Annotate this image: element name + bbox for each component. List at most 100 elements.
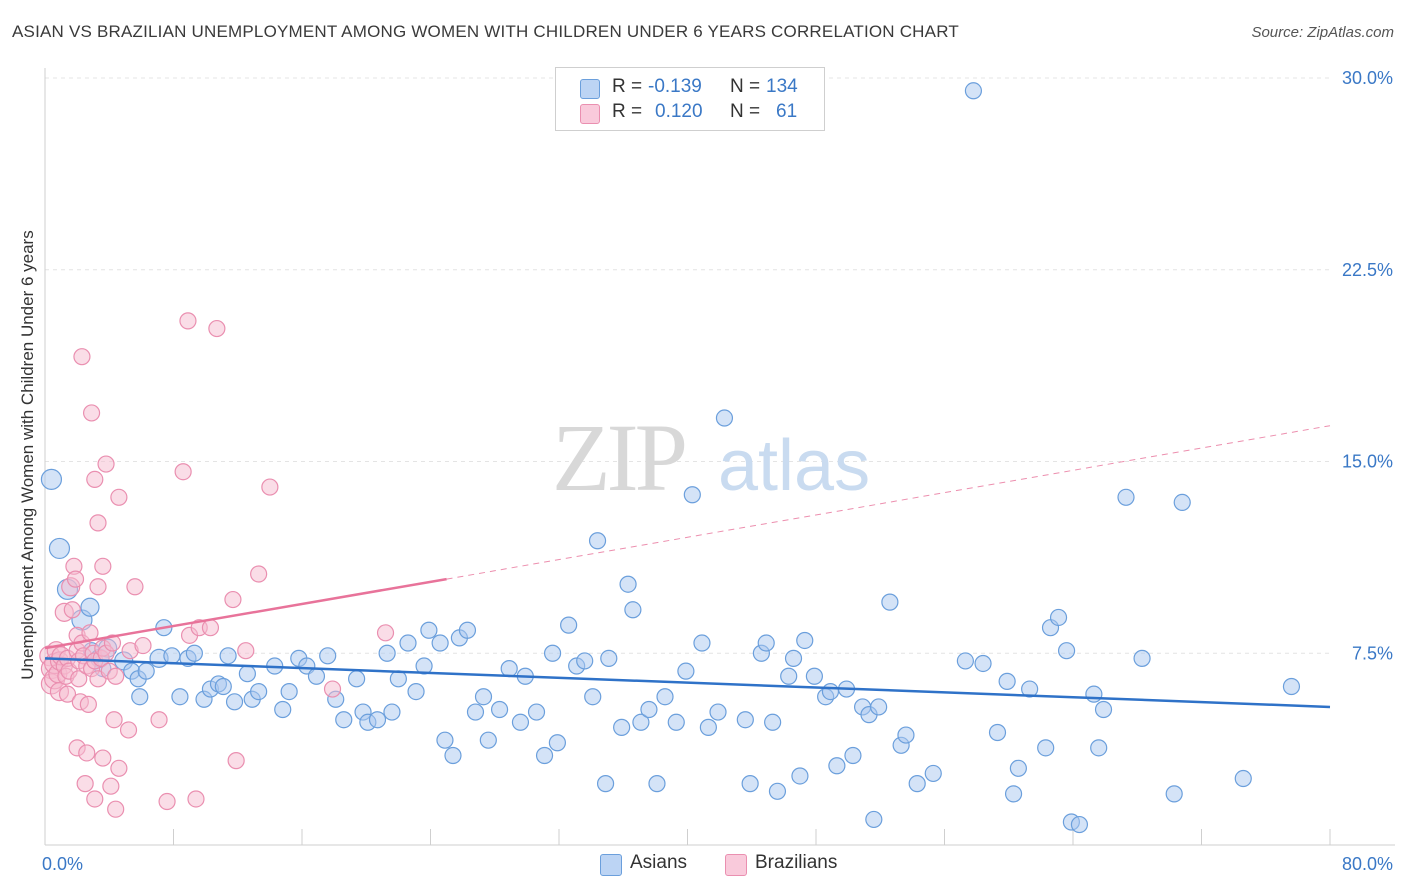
asian-point (307, 667, 326, 685)
brazilians-r-value: 0.120 (655, 101, 703, 122)
asian-point (1021, 680, 1039, 698)
brazilian-point (174, 463, 192, 481)
brazilian-points (39, 312, 395, 818)
asian-point (805, 667, 823, 685)
asian-point (677, 662, 695, 680)
asian-point (596, 775, 615, 793)
y-tick-label: 15.0% (1342, 452, 1393, 472)
asian-point (171, 688, 189, 706)
brazilian-point (261, 478, 279, 496)
asian-point (796, 631, 814, 650)
asian-point (784, 649, 803, 667)
asian-point (974, 654, 992, 673)
brazilian-point (224, 590, 242, 609)
asian-point (988, 723, 1007, 742)
brazilian-point (201, 619, 220, 637)
brazilians-r-key: R = (612, 101, 643, 122)
brazilian-point (58, 685, 77, 703)
asian-point (80, 597, 100, 617)
asian-point (511, 713, 530, 731)
asian-point (319, 647, 337, 665)
asian-point (791, 767, 809, 785)
asian-point (897, 726, 915, 744)
asian-points (40, 82, 1301, 834)
brazilian-point (94, 749, 112, 767)
asian-point (535, 746, 554, 765)
brazilian-point (323, 680, 342, 698)
asian-point (870, 698, 888, 716)
trend-lines (44, 425, 1331, 709)
asian-point (383, 703, 401, 721)
brazilian-point (102, 777, 120, 795)
asian-point (407, 682, 425, 701)
asian-point (548, 734, 566, 752)
asian-point (479, 731, 497, 749)
brazilian-point (134, 636, 152, 655)
brazilian-trend-line (44, 577, 447, 650)
asian-point (163, 647, 181, 665)
brazilian-point (105, 711, 123, 729)
asian-point (1173, 493, 1191, 512)
asian-point (527, 703, 546, 721)
asian-point (1049, 608, 1068, 627)
asian-point (185, 644, 203, 662)
asian-point (757, 634, 775, 652)
watermark-atlas: atlas (718, 426, 870, 506)
asian-point (648, 775, 666, 793)
asian-point (640, 700, 658, 719)
brazilian-point (94, 557, 112, 575)
asian-point (250, 682, 268, 701)
brazilian-point (208, 319, 226, 338)
asian-point (431, 634, 449, 652)
brazilians-n-value: 61 (776, 101, 798, 122)
brazilian-point (119, 721, 138, 739)
brazilian-point (66, 570, 85, 588)
brazilian-point (70, 670, 88, 688)
asians-legend-label: Asians (630, 852, 688, 873)
asian-point (709, 703, 727, 721)
brazilian-point (110, 759, 128, 777)
brazilian-point (79, 695, 97, 713)
brazilian-point (107, 800, 125, 818)
asian-point (715, 409, 734, 427)
correlation-legend: R = -0.139 N = 134 R = 0.120 N = 61 (555, 67, 825, 131)
watermark: ZIP atlas (552, 404, 870, 511)
asian-point (1037, 739, 1055, 757)
asian-point (764, 713, 782, 731)
asian-point (40, 468, 63, 490)
asians-r-key: R = (612, 76, 643, 97)
asian-point (219, 647, 237, 665)
asian-point (741, 775, 759, 793)
y-tick-label: 7.5% (1352, 643, 1393, 663)
asian-point (924, 764, 942, 783)
asian-point (543, 644, 562, 662)
watermark-zip: ZIP (552, 404, 685, 511)
asian-point (436, 731, 454, 749)
brazilians-legend-label: Brazilians (755, 852, 838, 873)
asian-point (844, 746, 862, 765)
asian-point (699, 718, 717, 736)
asian-point (828, 757, 846, 775)
asian-point (1004, 785, 1023, 803)
brazilian-point (107, 667, 125, 685)
asian-point (865, 810, 883, 829)
asian-point (238, 665, 256, 683)
brazilian-point (158, 792, 176, 811)
asian-point (619, 575, 637, 593)
brazilian-point (76, 775, 94, 793)
axes (44, 68, 1395, 846)
brazilian-point (227, 752, 245, 770)
asian-point (131, 688, 149, 706)
asians-swatch (580, 79, 600, 99)
brazilian-point (89, 514, 107, 532)
brazilian-point (150, 711, 168, 729)
asian-point (1133, 649, 1151, 667)
x-tick-label-min: 0.0% (42, 854, 83, 874)
asian-point (584, 688, 602, 706)
asian-point (335, 711, 353, 729)
asian-point (474, 688, 493, 706)
asian-point (280, 682, 298, 701)
brazilian-point (78, 744, 96, 762)
asian-point (378, 644, 396, 662)
